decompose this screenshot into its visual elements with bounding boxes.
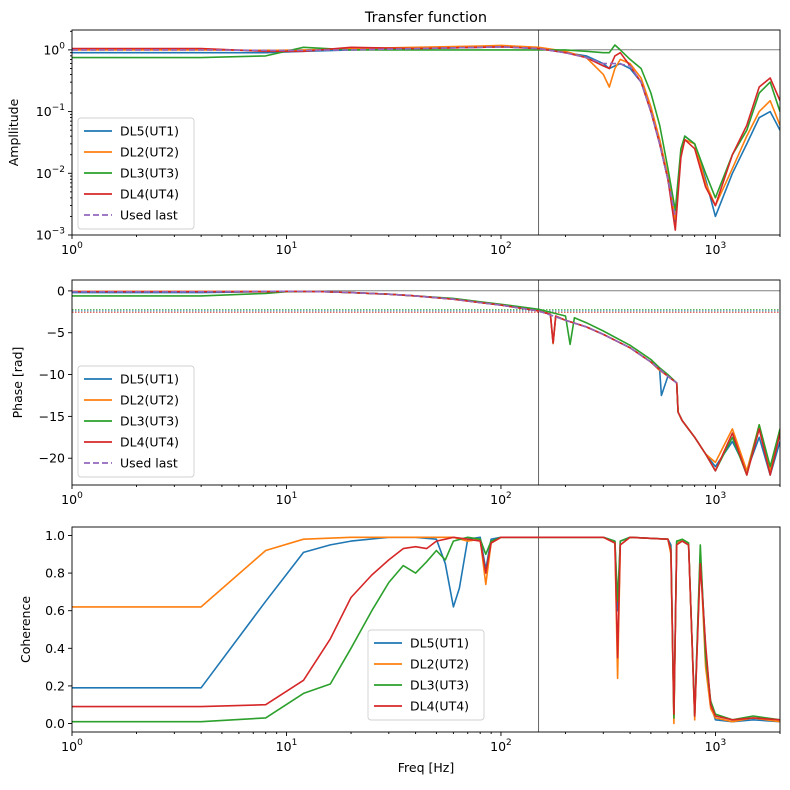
- x-tick-exponent: 1: [292, 491, 298, 501]
- legend-label-dl4-ut4: DL4(UT4): [410, 699, 469, 714]
- x-tick-exponent: 3: [721, 241, 727, 251]
- y-tick-label: 0: [57, 283, 65, 298]
- y-tick-label: 0.8: [45, 566, 65, 581]
- legend-label-dl5-ut1: DL5(UT1): [120, 124, 179, 139]
- x-tick-base: 10: [276, 242, 292, 257]
- panel-3: 100 101 102 1030.00.20.40.60.81.0CoherenceF…: [18, 526, 781, 775]
- x-tick-exponent: 3: [721, 491, 727, 501]
- x-tick-base: 10: [276, 492, 292, 507]
- y-tick-label: 1.0: [45, 528, 65, 543]
- x-tick-label: 101: [276, 491, 298, 507]
- y-tick-base: 10: [36, 166, 52, 181]
- y-tick-label: 10−2: [36, 165, 65, 181]
- x-tick-base: 10: [490, 242, 506, 257]
- legend-label-used-last: Used last: [120, 208, 178, 223]
- x-tick-label: 103: [705, 738, 727, 754]
- axes-frame: [71, 526, 781, 733]
- x-tick-label: 100: [61, 241, 83, 257]
- series-used-last: [72, 290, 678, 384]
- legend-box: [367, 629, 485, 721]
- x-tick-exponent: 2: [506, 241, 512, 251]
- x-tick-label: 100: [61, 738, 83, 754]
- legend-label-used-last: Used last: [120, 456, 178, 471]
- x-tick-label: 101: [276, 241, 298, 257]
- series-dl3-ut3: [72, 44, 780, 212]
- y-tick-base: 10: [36, 104, 52, 119]
- x-tick-base: 10: [705, 242, 721, 257]
- y-tick-base: 10: [36, 228, 52, 243]
- x-tick-exponent: 0: [77, 241, 83, 251]
- y-tick-exponent: −2: [52, 165, 65, 175]
- x-tick-label: 102: [490, 738, 512, 754]
- y-tick-label: −5: [47, 325, 65, 340]
- legend-box: [77, 117, 195, 230]
- y-tick-label: −20: [39, 451, 65, 466]
- legend-label-dl5-ut1: DL5(UT1): [120, 372, 179, 387]
- legend-label-dl4-ut4: DL4(UT4): [120, 187, 179, 202]
- y-axis-label: Ampllitude: [6, 98, 21, 166]
- x-tick-exponent: 2: [506, 738, 512, 748]
- x-tick-base: 10: [61, 739, 77, 754]
- legend: DL5(UT1) DL2(UT2) DL3(UT3) DL4(UT4): [367, 629, 485, 721]
- series-dl4-ut4: [72, 536, 780, 721]
- y-tick-label: 0.0: [45, 716, 65, 731]
- axes-frame: [71, 279, 781, 486]
- legend-label-dl3-ut3: DL3(UT3): [120, 166, 179, 181]
- y-tick-label: 0.4: [45, 641, 65, 656]
- legend: DL5(UT1) DL2(UT2) DL3(UT3) DL4(UT4) Used las…: [77, 117, 195, 230]
- x-tick-base: 10: [705, 492, 721, 507]
- y-tick-label: −10: [39, 367, 65, 382]
- y-tick-label: 10−3: [36, 227, 65, 243]
- legend-label-dl3-ut3: DL3(UT3): [120, 414, 179, 429]
- y-tick-label: 10−1: [36, 103, 65, 119]
- x-tick-label: 102: [490, 241, 512, 257]
- y-tick-label: 0.2: [45, 678, 65, 693]
- x-tick-exponent: 1: [292, 241, 298, 251]
- plot-area: [72, 527, 780, 732]
- y-tick-exponent: −3: [52, 227, 65, 237]
- axes-frame: [71, 29, 781, 236]
- y-tick-base: 10: [43, 42, 59, 57]
- legend-label-dl2-ut2: DL2(UT2): [410, 657, 469, 672]
- x-tick-base: 10: [490, 492, 506, 507]
- x-tick-base: 10: [61, 492, 77, 507]
- x-tick-exponent: 2: [506, 491, 512, 501]
- x-tick-label: 101: [276, 738, 298, 754]
- legend-label-dl3-ut3: DL3(UT3): [410, 678, 469, 693]
- y-tick-label: 100: [43, 41, 65, 57]
- y-tick-exponent: 0: [59, 41, 65, 51]
- legend-label-dl2-ut2: DL2(UT2): [120, 145, 179, 160]
- legend: DL5(UT1) DL2(UT2) DL3(UT3) DL4(UT4) Used las…: [77, 365, 195, 478]
- x-tick-label: 103: [705, 241, 727, 257]
- x-tick-exponent: 3: [721, 738, 727, 748]
- plot-area: [72, 30, 780, 235]
- legend-box: [77, 365, 195, 478]
- x-tick-label: 103: [705, 491, 727, 507]
- y-tick-label: 0.6: [45, 603, 65, 618]
- x-tick-base: 10: [276, 739, 292, 754]
- x-axis-label: Freq [Hz]: [398, 760, 454, 775]
- y-axis-label: Phase [rad]: [10, 347, 25, 419]
- y-tick-exponent: −1: [52, 103, 65, 113]
- legend-label-dl4-ut4: DL4(UT4): [120, 435, 179, 450]
- legend-label-dl2-ut2: DL2(UT2): [120, 393, 179, 408]
- x-tick-exponent: 1: [292, 738, 298, 748]
- x-tick-label: 102: [490, 491, 512, 507]
- x-tick-base: 10: [61, 242, 77, 257]
- x-tick-label: 100: [61, 491, 83, 507]
- x-tick-base: 10: [490, 739, 506, 754]
- chart-title: Transfer function: [364, 10, 487, 26]
- legend-label-dl5-ut1: DL5(UT1): [410, 636, 469, 651]
- x-tick-base: 10: [705, 739, 721, 754]
- plot-area: [72, 280, 780, 485]
- x-tick-exponent: 0: [77, 491, 83, 501]
- y-tick-label: −15: [39, 409, 65, 424]
- x-tick-exponent: 0: [77, 738, 83, 748]
- y-axis-label: Coherence: [18, 596, 33, 663]
